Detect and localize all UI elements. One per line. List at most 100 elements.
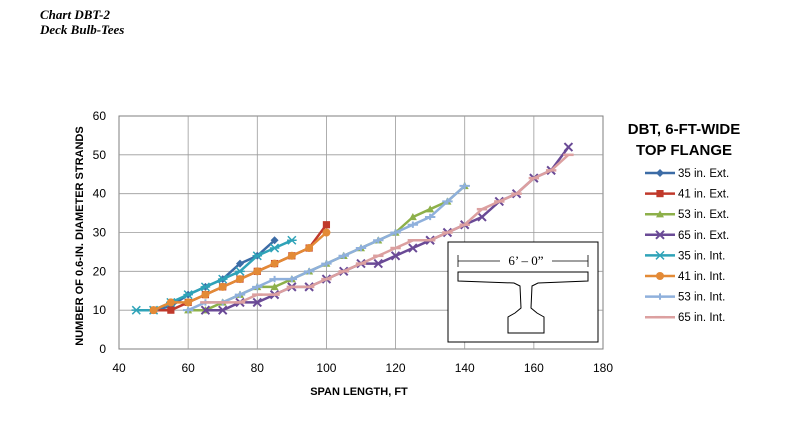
legend-label: 65 in. Ext. [678,230,729,242]
data-point [373,258,383,269]
x-tick-label: 80 [251,361,265,375]
data-point [287,235,297,245]
data-point [253,267,262,276]
data-point [183,290,193,300]
x-tick-label: 120 [386,361,406,375]
legend-item: 53 in. Int. [645,292,725,304]
x-axis: 40 60 80 100 120 140 160 180 [112,361,613,375]
y-axis: 0 10 20 30 40 50 60 [93,109,107,356]
data-point [426,205,435,213]
data-point [355,244,367,252]
data-point [270,282,279,291]
legend-label: 53 in. Int. [678,292,725,304]
data-point [252,297,262,308]
chart-id-label: Chart DBT-2 [40,7,110,22]
data-point [252,283,263,291]
document-header: Chart DBT-2 Deck Bulb-Tees [40,7,124,37]
y-tick-label: 60 [93,109,107,123]
data-point [184,298,193,307]
data-point [477,212,487,222]
chart-title-line-2: TOP FLANGE [636,142,732,159]
y-tick-label: 0 [99,342,106,356]
data-point [408,212,417,221]
legend-item: 35 in. Int. [645,250,725,262]
data-point [459,182,470,190]
legend-item: 41 in. Ext. [645,189,729,201]
x-axis-title: SPAN LENGTH, FT [310,386,408,398]
x-tick-label: 180 [593,361,613,375]
data-point [234,291,246,298]
legend-label: 35 in. Int. [678,250,725,262]
data-point [149,306,158,315]
data-point [217,274,228,284]
legend-label: 41 in. Ext. [678,189,729,201]
data-point [373,237,384,244]
data-point [270,259,279,268]
legend-label: 41 in. Int. [678,271,725,283]
data-point [200,282,211,292]
data-point [321,260,332,267]
legend-marker [656,190,664,198]
data-point [218,305,228,315]
data-point [287,251,296,260]
legend-label: 65 in. Int. [678,312,725,324]
data-point [305,244,314,253]
legend-label: 35 in. Ext. [678,168,729,180]
legend-marker [655,250,665,260]
data-point [269,275,280,283]
series-8 [200,153,574,304]
data-point [167,306,175,314]
x-tick-label: 60 [181,361,195,375]
y-tick-label: 20 [93,264,107,278]
data-point [322,221,331,229]
legend-marker [656,272,664,280]
data-point [269,243,280,253]
data-point [182,306,194,314]
data-point [201,290,210,299]
data-point [200,305,211,315]
plot-area: 6’ – 0” [118,115,604,350]
dimension-label: 6’ – 0” [508,253,543,268]
data-point [252,251,263,261]
data-point [390,229,401,236]
data-point [131,305,142,315]
legend-item: 35 in. Ext. [645,168,729,180]
legend-item: 65 in. Ext. [645,230,729,242]
y-tick-label: 50 [93,148,107,162]
series-6 [149,228,331,315]
y-tick-label: 40 [93,187,107,201]
data-point [408,243,418,253]
chart-title-line-1: DBT, 6-FT-WIDE [628,121,741,138]
series-layer [131,142,574,315]
data-point [218,282,227,291]
data-point [407,221,419,228]
legend-label: 53 in. Ext. [678,209,729,221]
data-point [286,275,298,283]
data-point [442,198,453,205]
bulb-tee-section-icon [457,271,589,334]
data-point [424,213,436,221]
data-point [235,266,245,276]
legend-item: 53 in. Ext. [645,209,729,221]
y-tick-label: 10 [93,303,107,317]
legend-marker [655,230,665,240]
chart-subtitle: Deck Bulb-Tees [40,22,125,37]
data-point [338,252,349,259]
y-axis-title: NUMBER OF 0.6-IN. DIAMETER STRANDS [74,126,86,345]
x-tick-label: 40 [112,361,126,375]
series-7 [182,182,470,314]
x-tick-label: 140 [455,361,475,375]
data-point [322,228,331,237]
y-tick-label: 30 [93,226,107,240]
series-line [205,153,570,304]
data-point [270,236,279,245]
legend-item: 41 in. Int. [645,271,725,283]
legend-marker [654,293,666,300]
data-point [236,275,244,284]
cross-section-inset: 6’ – 0” [447,241,599,343]
legend: 35 in. Ext. 41 in. Ext. 53 in. Ext. 65 in. … [645,168,729,324]
x-tick-label: 160 [524,361,544,375]
data-point [303,268,315,275]
legend-item: 65 in. Int. [645,312,725,324]
